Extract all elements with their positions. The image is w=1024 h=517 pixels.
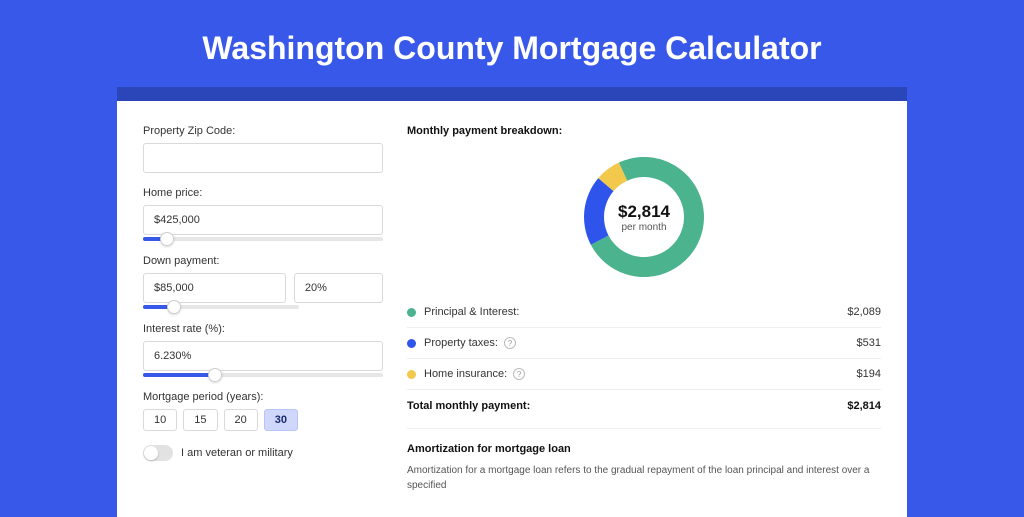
breakdown-title: Monthly payment breakdown: [407,125,881,137]
donut-subtitle: per month [621,222,666,233]
home-price-label: Home price: [143,187,383,199]
home-price-slider[interactable] [143,237,383,241]
interest-rate-slider[interactable] [143,373,383,377]
period-options: 10 15 20 30 [143,409,383,431]
breakdown-line-property_taxes: Property taxes:? $531 [407,328,881,359]
down-payment-label: Down payment: [143,255,383,267]
info-icon[interactable]: ? [504,337,516,349]
veteran-toggle[interactable] [143,445,173,461]
breakdown-line-principal_interest: Principal & Interest: $2,089 [407,297,881,328]
results-panel: Monthly payment breakdown: $2,814 per mo… [407,125,881,493]
home-price-input[interactable] [143,205,383,235]
period-option-15[interactable]: 15 [183,409,217,431]
down-payment-amount-input[interactable] [143,273,286,303]
total-value: $2,814 [847,400,881,412]
breakdown-value: $531 [857,337,881,349]
breakdown-lines: Principal & Interest: $2,089 Property taxe… [407,297,881,390]
info-icon[interactable]: ? [513,368,525,380]
legend-dot-icon [407,339,416,348]
period-option-30[interactable]: 30 [264,409,298,431]
breakdown-value: $2,089 [847,306,881,318]
legend-dot-icon [407,370,416,379]
veteran-label: I am veteran or military [181,447,293,459]
breakdown-label: Principal & Interest: [424,306,519,318]
zip-input[interactable] [143,143,383,173]
donut-amount: $2,814 [618,202,670,222]
breakdown-value: $194 [857,368,881,380]
breakdown-label: Home insurance: [424,368,507,380]
legend-dot-icon [407,308,416,317]
breakdown-line-home_insurance: Home insurance:? $194 [407,359,881,390]
zip-label: Property Zip Code: [143,125,383,137]
interest-rate-label: Interest rate (%): [143,323,383,335]
period-option-10[interactable]: 10 [143,409,177,431]
form-panel: Property Zip Code: Home price: Down paym… [143,125,383,493]
amortization-title: Amortization for mortgage loan [407,429,881,463]
total-label: Total monthly payment: [407,400,530,412]
down-payment-percent-input[interactable] [294,273,383,303]
breakdown-label: Property taxes: [424,337,498,349]
interest-rate-input[interactable] [143,341,383,371]
page-title: Washington County Mortgage Calculator [0,0,1024,87]
period-option-20[interactable]: 20 [224,409,258,431]
toggle-knob-icon [144,446,158,460]
down-payment-slider[interactable] [143,305,299,309]
payment-donut-chart: $2,814 per month [580,153,708,281]
calculator-card: Property Zip Code: Home price: Down paym… [117,87,907,517]
period-label: Mortgage period (years): [143,391,383,403]
amortization-text: Amortization for a mortgage loan refers … [407,463,881,493]
